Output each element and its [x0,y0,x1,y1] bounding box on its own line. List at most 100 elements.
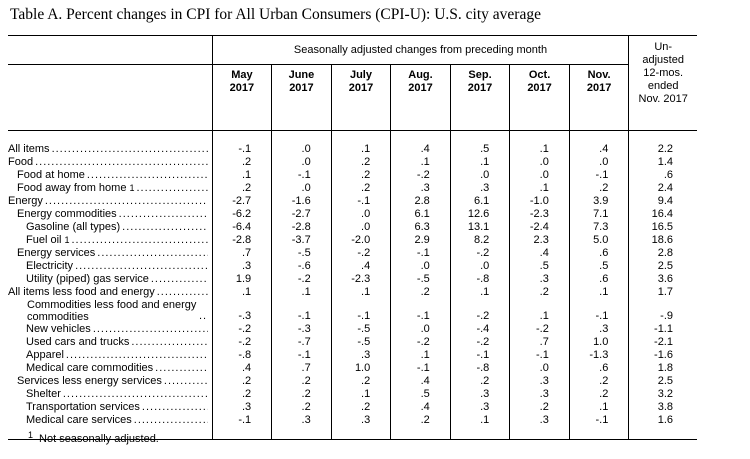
table-row: Fuel oil 1...............................… [8,234,697,248]
value-cell: -.1 [390,299,451,324]
value-cell: -3.7 [271,234,332,248]
table-row: Commodities less food and energy commodi… [8,299,697,324]
value-cell: -.8 [212,349,273,363]
value-cell: .3 [212,260,273,274]
value-cell: -.5 [390,273,451,287]
table-row: Utility (piped) gas service.............… [8,273,697,287]
row-label: Food away from home1....................… [8,182,213,196]
value-cell: .0 [271,143,332,157]
row-label: Medical care commodities................… [8,362,213,376]
value-cell: .7 [212,247,273,261]
value-cell: -.2 [331,247,392,261]
table-title: Table A. Percent changes in CPI for All … [10,6,541,23]
value-cell: -.1 [331,299,392,324]
annual-value-cell: 18.6 [651,234,673,247]
footnote: 1 Not seasonally adjusted. [28,430,159,445]
value-cell: .4 [509,247,570,261]
leader-dots: ........................................… [75,260,208,273]
value-cell: -.2 [450,247,511,261]
value-cell: .3 [450,182,511,196]
value-cell: .3 [509,273,570,287]
value-cell: .5 [450,143,511,157]
value-cell: -2.7 [212,195,273,209]
value-cell: .0 [450,169,511,183]
value-cell: .2 [331,169,392,183]
row-label: Used cars and trucks....................… [8,336,213,350]
table-row: Medical care commodities................… [8,362,697,376]
value-cell: -.1 [390,247,451,261]
value-cell: -.1 [569,414,630,428]
value-cell: .3 [331,349,392,363]
unadjusted-header: Un- adjusted 12-mos. ended Nov. 2017 [628,35,697,131]
value-cell: .0 [509,362,570,376]
value-cell: 6.3 [390,221,451,235]
month-header: Nov. 2017 [569,64,630,131]
value-cell: 12.6 [450,208,511,222]
month-header: June 2017 [271,64,332,131]
row-label: Commodities less food and energy commodi… [8,299,213,324]
value-cell: -2.0 [331,234,392,248]
value-cell: .7 [271,362,332,376]
annual-value-cell: 1.7 [657,286,673,299]
value-cell: -.2 [390,169,451,183]
value-cell: .3 [509,375,570,389]
annual-value-cell: .6 [663,169,673,182]
value-cell: -.1 [212,143,273,157]
leader-dots: ........................................… [97,247,208,260]
row-label: Food at home............................… [8,169,213,183]
value-cell: .4 [569,143,630,157]
value-cell: 7.3 [569,221,630,235]
month-header: Oct. 2017 [509,64,570,131]
value-cell: -.1 [271,299,332,324]
value-cell: 1.0 [569,336,630,350]
value-cell: .1 [390,156,451,170]
stub-header [8,35,213,65]
value-cell: .1 [212,169,273,183]
value-cell: .2 [212,156,273,170]
value-cell: .0 [509,169,570,183]
table-row: Shelter.................................… [8,388,697,402]
value-cell: -6.4 [212,221,273,235]
annual-value-cell: 3.6 [657,273,673,286]
leader-dots: ........................................… [92,323,208,336]
row-label: Apparel.................................… [8,349,213,363]
leader-dots: ........................................… [150,273,208,286]
table-row: Food away from home1....................… [8,182,697,196]
value-cell: .3 [569,323,630,337]
annual-value-cell: -1.1 [654,323,673,336]
leader-dots: ........................................… [199,310,208,323]
value-cell: -.5 [271,247,332,261]
value-cell: -.8 [450,362,511,376]
row-label: Medical care services...................… [8,414,213,428]
value-cell: 2.9 [390,234,451,248]
value-cell: .2 [331,156,392,170]
value-cell: .2 [331,182,392,196]
stub-header-lower [8,64,213,131]
value-cell: .7 [509,336,570,350]
value-cell: -.1 [569,299,630,324]
value-cell: .1 [509,182,570,196]
table-row: Food....................................… [8,156,697,170]
value-cell: 1.9 [212,273,273,287]
value-cell: -.3 [271,323,332,337]
table-row: Energy services.........................… [8,247,697,261]
value-cell: -2.8 [212,234,273,248]
value-cell: .0 [331,208,392,222]
leader-dots: ........................................… [51,143,208,156]
value-cell: .2 [212,182,273,196]
value-cell: .2 [450,375,511,389]
value-cell: -.5 [331,323,392,337]
value-cell: .2 [212,388,273,402]
row-label: Shelter.................................… [8,388,213,402]
table-row: Used cars and trucks....................… [8,336,697,350]
value-cell: .2 [569,182,630,196]
value-cell: .1 [212,286,273,300]
value-cell: 8.2 [450,234,511,248]
month-header: Sep. 2017 [450,64,511,131]
value-cell: .1 [390,349,451,363]
leader-dots: ........................................… [133,414,208,427]
leader-dots: ........................................… [141,401,208,414]
value-cell: .0 [390,323,451,337]
table-row: All items...............................… [8,143,697,157]
value-cell: .1 [509,299,570,324]
